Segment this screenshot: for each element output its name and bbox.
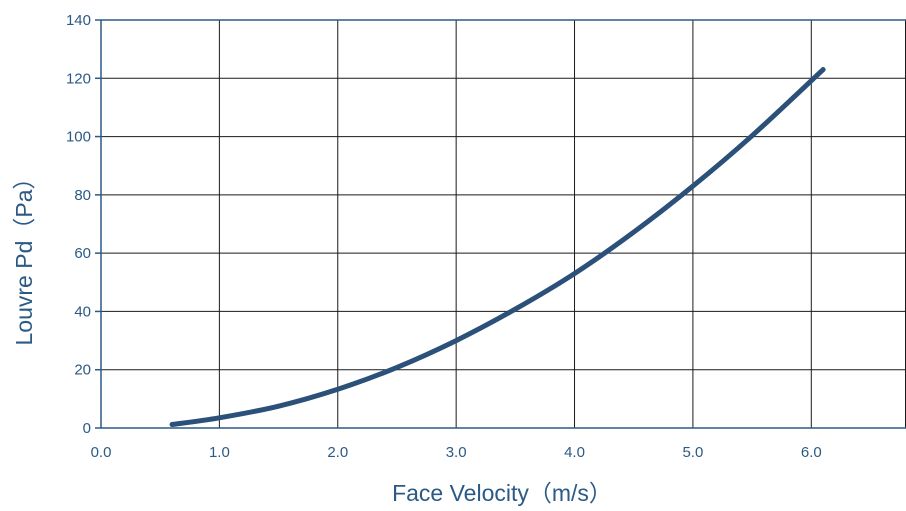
x-tick-label: 1.0 bbox=[209, 444, 230, 461]
y-tick-label: 40 bbox=[74, 303, 91, 320]
y-tick-label: 140 bbox=[66, 12, 91, 29]
series-line bbox=[169, 67, 826, 428]
x-tick-label: 5.0 bbox=[682, 444, 703, 461]
grid-lines bbox=[101, 20, 906, 428]
y-tick-label: 120 bbox=[66, 70, 91, 87]
y-tick-label: 0 bbox=[83, 420, 91, 437]
x-tick-label: 6.0 bbox=[801, 444, 822, 461]
y-tick-label: 100 bbox=[66, 129, 91, 146]
x-tick-label: 4.0 bbox=[564, 444, 585, 461]
x-tick-label: 0.0 bbox=[91, 444, 112, 461]
x-axis-title: Face Velocity（m/s） bbox=[392, 480, 612, 506]
x-tick-label: 3.0 bbox=[446, 444, 467, 461]
x-tick-labels: 0.0 1.0 2.0 3.0 4.0 5.0 6.0 bbox=[91, 444, 822, 461]
x-tick-label: 2.0 bbox=[327, 444, 348, 461]
y-axis-title: Louvre Pd（Pa） bbox=[11, 167, 37, 346]
series-layer bbox=[169, 67, 826, 428]
axes bbox=[95, 19, 906, 429]
y-tick-label: 80 bbox=[74, 187, 91, 204]
y-tick-label: 60 bbox=[74, 245, 91, 262]
y-tick-labels: 0 20 40 60 80 100 120 140 bbox=[66, 12, 91, 437]
y-tick-label: 20 bbox=[74, 362, 91, 379]
